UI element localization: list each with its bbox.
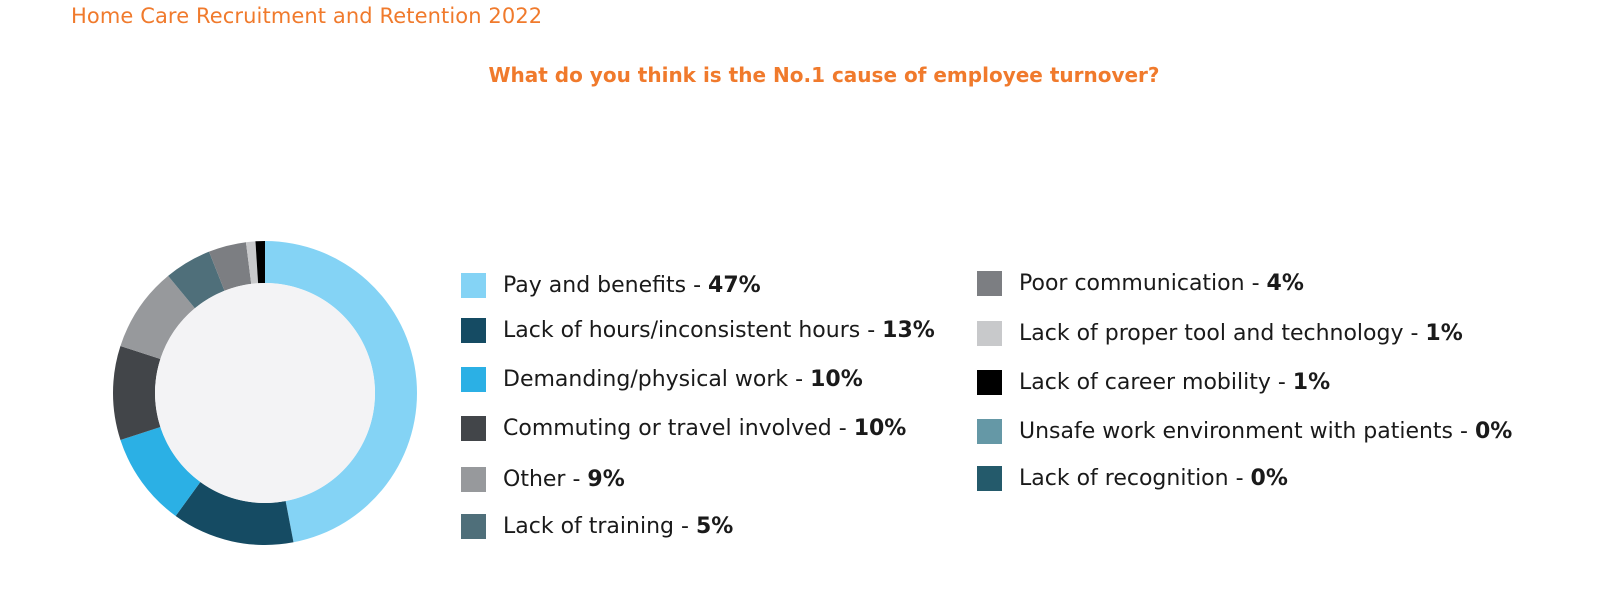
donut-chart [113, 241, 417, 545]
legend-swatch [461, 415, 486, 441]
legend-separator: - [831, 415, 854, 441]
legend-separator: - [686, 272, 709, 298]
legend-item: Lack of recognition - 0% [977, 464, 1288, 492]
donut-slice-4 [120, 275, 195, 360]
legend-item: Commuting or travel involved - 10% [461, 414, 906, 442]
donut-slice-3 [113, 346, 161, 440]
legend-item: Unsafe work environment with patients - … [977, 417, 1512, 445]
legend-value: 10% [853, 415, 907, 441]
legend-item: Lack of proper tool and technology - 1% [977, 319, 1463, 347]
legend-separator: - [674, 513, 696, 539]
legend-item: Lack of hours/inconsistent hours - 13% [461, 316, 935, 344]
legend-item: Pay and benefits - 47% [461, 271, 761, 299]
legend-swatch [977, 369, 1002, 395]
legend-separator: - [565, 466, 588, 492]
legend-label: Lack of hours/inconsistent hours [503, 317, 861, 343]
donut-slice-1 [175, 481, 294, 545]
donut-slice-5 [168, 251, 225, 309]
legend-swatch [461, 317, 486, 343]
legend-label: Lack of career mobility [1019, 369, 1271, 395]
legend-separator: - [1403, 320, 1426, 346]
legend-value: 0% [1250, 465, 1288, 491]
legend-label: Lack of proper tool and technology [1019, 320, 1404, 346]
legend-separator: - [1244, 270, 1267, 296]
legend-value: 1% [1292, 369, 1331, 395]
legend-item: Poor communication - 4% [977, 269, 1304, 297]
chart-title: What do you think is the No.1 cause of e… [488, 63, 1160, 87]
legend-value: 13% [882, 317, 935, 343]
donut-slice-2 [120, 426, 201, 516]
legend-item: Lack of career mobility - 1% [977, 368, 1330, 396]
legend-label: Poor communication [1019, 270, 1245, 296]
legend-label: Commuting or travel involved [503, 415, 832, 441]
legend-label: Pay and benefits [503, 272, 687, 298]
donut-slice-6 [209, 242, 252, 291]
legend-swatch [461, 466, 486, 492]
legend-separator: - [788, 366, 811, 392]
legend-swatch [977, 465, 1002, 491]
report-header: Home Care Recruitment and Retention 2022 [71, 4, 543, 28]
legend-label: Other [503, 466, 566, 492]
legend-label: Lack of recognition [1019, 465, 1229, 491]
legend-separator: - [1453, 418, 1475, 444]
legend-separator: - [1270, 369, 1293, 395]
legend-item: Other - 9% [461, 465, 625, 493]
legend-swatch [977, 270, 1002, 296]
legend-item: Demanding/physical work - 10% [461, 365, 863, 393]
legend-swatch [461, 272, 486, 298]
legend-value: 9% [587, 466, 625, 492]
legend-item: Lack of training - 5% [461, 512, 733, 540]
legend-value: 1% [1425, 320, 1463, 346]
legend-separator: - [1228, 465, 1251, 491]
donut-center [155, 283, 375, 503]
donut-slice-0 [265, 241, 417, 543]
legend-label: Lack of training [503, 513, 674, 539]
legend-label: Unsafe work environment with patients [1019, 418, 1454, 444]
legend-value: 4% [1266, 270, 1304, 296]
legend-value: 10% [810, 366, 863, 392]
legend-value: 0% [1474, 418, 1513, 444]
legend-swatch [461, 366, 486, 392]
donut-slice-7 [245, 241, 259, 284]
legend-value: 47% [708, 272, 761, 298]
donut-slice-8 [255, 241, 265, 284]
legend-value: 5% [695, 513, 734, 539]
legend-swatch [977, 418, 1002, 444]
legend-separator: - [860, 317, 883, 343]
legend-swatch [461, 513, 486, 539]
legend-label: Demanding/physical work [503, 366, 789, 392]
legend-swatch [977, 320, 1002, 346]
